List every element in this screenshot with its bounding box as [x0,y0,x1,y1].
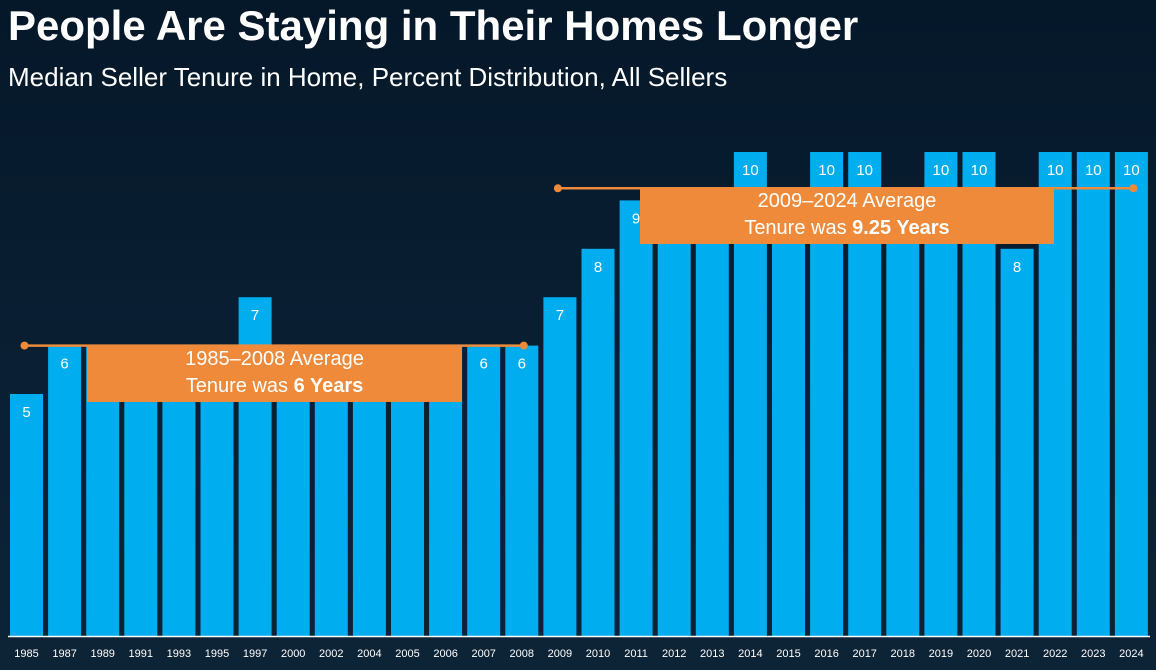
x-tick-label-1995: 1995 [205,648,229,660]
x-tick-label-2005: 2005 [395,648,419,660]
x-tick-label-1989: 1989 [90,648,114,660]
x-tick-label-2018: 2018 [891,648,915,660]
bar-2009 [543,297,577,636]
data-label-2008: 6 [518,356,526,373]
bar-2007 [467,345,501,636]
average-box-1985-2008: 1985–2008 Average Tenure was 6 Years [87,344,462,402]
page-title: People Are Staying in Their Homes Longer [8,2,859,49]
x-tick-label-2004: 2004 [357,648,381,660]
x-tick-label-1987: 1987 [52,648,76,660]
page-subtitle: Median Seller Tenure in Home, Percent Di… [8,62,728,92]
data-label-1985: 5 [22,404,30,421]
bar-2018 [886,200,920,636]
x-tick-label-1997: 1997 [243,648,267,660]
data-label-2024: 10 [1123,162,1140,179]
x-tick-label-2011: 2011 [624,648,648,660]
data-label-2007: 6 [480,356,488,373]
average-line-end-dot [1129,184,1138,193]
x-tick-label-2007: 2007 [471,648,495,660]
bar-2012 [657,200,691,636]
data-label-2020: 10 [971,162,988,179]
bar-2021 [1000,248,1034,637]
average-label-line1: 2009–2024 Average [757,190,937,213]
bar-1985 [10,394,43,636]
bar-1987 [48,345,82,636]
x-tick-label-2017: 2017 [852,648,876,660]
average-line-end-dot [519,341,528,350]
x-tick-label-2016: 2016 [814,648,838,660]
average-label-line2: Tenure was 9.25 Years [744,217,950,240]
data-label-2022: 10 [1047,162,1064,179]
bar-2013 [695,200,729,636]
bar-2024 [1114,152,1148,636]
average-label-line1: 1985–2008 Average [185,347,364,370]
data-label-1997: 7 [251,307,259,324]
x-tick-label-2022: 2022 [1043,648,1067,660]
x-tick-label-2006: 2006 [433,648,457,660]
x-tick-label-1991: 1991 [129,648,153,660]
x-tick-label-2023: 2023 [1081,648,1105,660]
x-tick-label-2008: 2008 [510,648,534,660]
x-tick-label-1993: 1993 [167,648,191,660]
x-tick-label-2013: 2013 [700,648,724,660]
data-label-2016: 10 [818,162,835,179]
x-tick-label-2024: 2024 [1119,648,1143,660]
data-label-2014: 10 [742,162,759,179]
x-tick-label-2012: 2012 [662,648,686,660]
x-tick-label-2010: 2010 [586,648,610,660]
bar-2010 [581,248,615,637]
data-label-2019: 10 [933,162,950,179]
x-tick-label-2015: 2015 [776,648,800,660]
x-tick-label-2000: 2000 [281,648,305,660]
average-line-start-dot [20,341,29,350]
x-tick-label-2014: 2014 [738,648,762,660]
average-line-start-dot [553,184,562,193]
data-label-2023: 10 [1085,162,1102,179]
x-tick-label-2019: 2019 [929,648,953,660]
average-box-2009-2024: 2009–2024 Average Tenure was 9.25 Years [640,187,1054,245]
bar-2011 [619,200,653,636]
data-label-2010: 8 [594,259,602,276]
average-label-line2: Tenure was 6 Years [185,374,364,397]
data-label-2009: 7 [556,307,564,324]
x-tick-label-2009: 2009 [548,648,572,660]
x-tick-label-2020: 2020 [967,648,991,660]
data-label-2017: 10 [856,162,873,179]
x-tick-label-2021: 2021 [1005,648,1029,660]
data-label-1987: 6 [60,356,68,373]
data-label-2021: 8 [1013,259,1021,276]
bar-2015 [772,200,805,636]
bar-2023 [1076,152,1110,636]
data-label-2011: 9 [632,210,640,227]
bar-2008 [505,345,539,636]
x-tick-label-1985: 1985 [14,648,38,660]
x-tick-label-2002: 2002 [319,648,343,660]
